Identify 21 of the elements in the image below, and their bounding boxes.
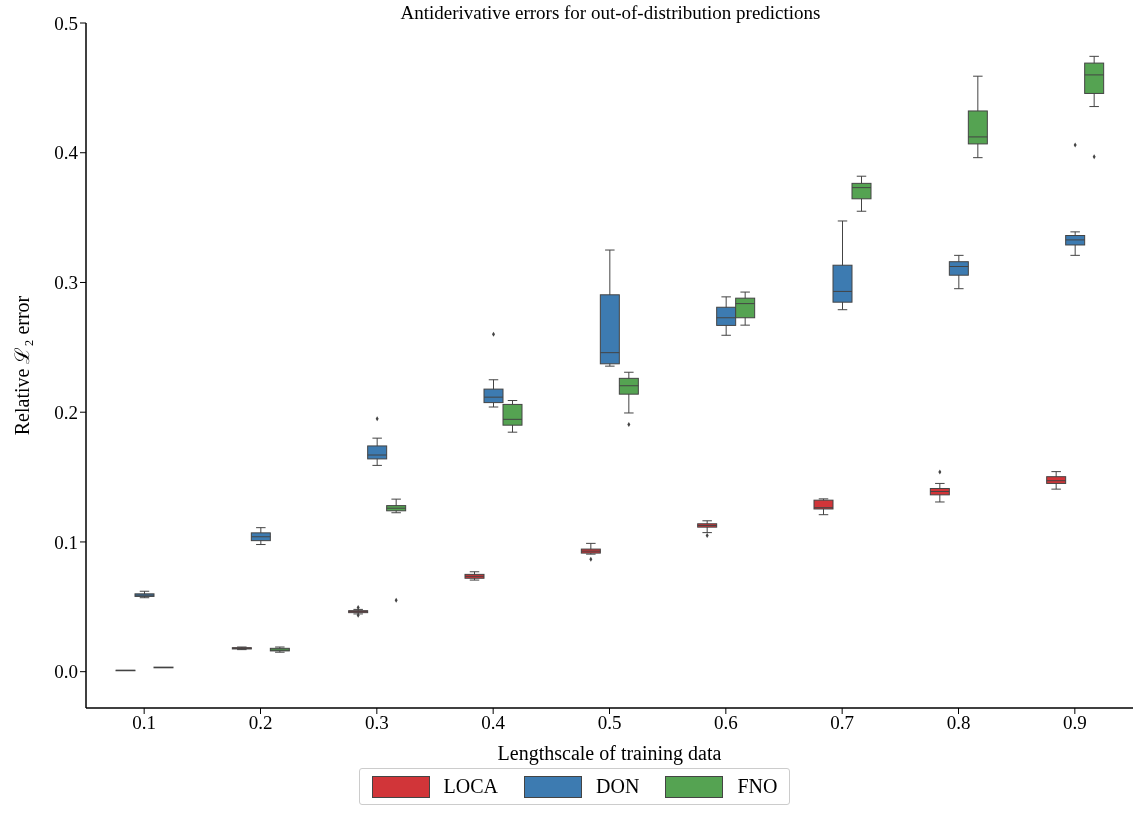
x-tick-label: 0.2 [248,712,273,734]
y-tick-label: 0.1 [54,531,78,553]
chart-title: Antiderivative errors for out-of-distribution predictions [399,2,822,24]
x-axis-title: Lengthscale of training data [497,742,722,765]
legend-label: LOCA [443,775,499,798]
y-tick-label: 0.4 [54,142,79,164]
x-tick-label: 0.9 [1062,712,1087,734]
x-tick-label: 0.8 [946,712,971,734]
legend-label: DON [596,775,640,798]
y-axis-title: Relative ℒ₂ error [11,295,34,436]
x-tick-label: 0.3 [364,712,389,734]
x-tick-label: 0.1 [132,712,157,734]
x-tick-label: 0.5 [597,712,622,734]
y-tick-label: 0.5 [54,12,78,34]
x-tick-label: 0.6 [713,712,738,734]
y-tick-label: 0.3 [54,272,78,294]
y-tick-label: 0.2 [54,401,78,423]
x-tick-label: 0.7 [830,712,855,734]
y-tick-label: 0.0 [54,661,78,683]
x-tick-label: 0.4 [481,712,506,734]
legend-label: FNO [737,775,778,798]
